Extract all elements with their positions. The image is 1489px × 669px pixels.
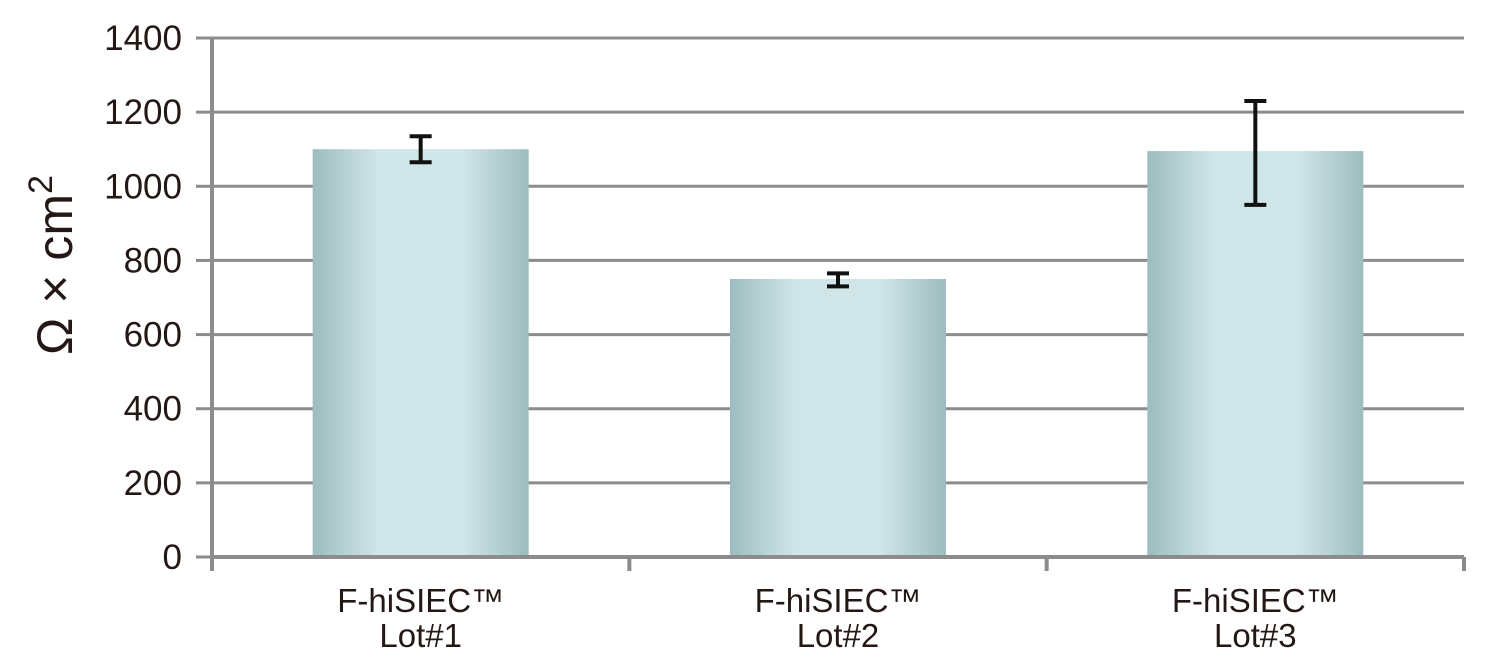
bar-lot-2 — [730, 278, 946, 557]
x-category-label-line1-1: F-hiSIEC™ — [337, 582, 504, 619]
bars — [312, 149, 1364, 557]
bar-lot-3 — [1147, 151, 1364, 557]
labels: 0200400600800100012001400F-hiSIEC™Lot#1F… — [104, 19, 1339, 654]
y-tick-label-400: 400 — [124, 390, 182, 429]
axes — [196, 36, 1466, 571]
y-tick-label-600: 600 — [124, 316, 182, 355]
x-category-label-line2-3: Lot#3 — [1214, 617, 1297, 654]
y-axis-label-superscript: 2 — [22, 175, 60, 194]
y-tick-label-1000: 1000 — [104, 167, 182, 206]
x-category-label-line1-2: F-hiSIEC™ — [755, 582, 922, 619]
y-axis-label: Ω × cm2 — [22, 175, 83, 355]
y-axis-label-main: Ω × cm — [27, 194, 83, 355]
bar-lot-1 — [312, 149, 529, 557]
x-category-label-line2-2: Lot#2 — [797, 617, 880, 654]
x-category-label-line1-3: F-hiSIEC™ — [1172, 582, 1339, 619]
y-tick-label-800: 800 — [124, 241, 182, 280]
y-tick-label-1200: 1200 — [104, 93, 182, 132]
x-category-label-line2-1: Lot#1 — [379, 617, 462, 654]
y-tick-label-0: 0 — [163, 538, 182, 577]
y-tick-label-1400: 1400 — [104, 19, 182, 58]
error-bars — [409, 99, 1267, 289]
y-tick-label-200: 200 — [124, 464, 182, 503]
